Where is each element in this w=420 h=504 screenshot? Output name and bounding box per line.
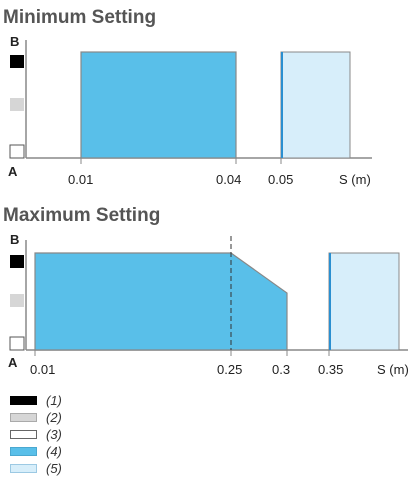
legend-swatch xyxy=(10,447,37,456)
legend-swatch xyxy=(10,413,37,422)
tick-label: 0.3 xyxy=(272,362,291,377)
operating-zone-4 xyxy=(80,51,237,159)
axis-label-a: A xyxy=(8,164,18,179)
tick-label: 0.01 xyxy=(30,362,56,377)
legend-label: (3) xyxy=(46,427,62,442)
legend-swatch xyxy=(10,430,37,439)
legend-swatch xyxy=(10,396,37,405)
axis-label-b: B xyxy=(10,232,20,247)
state-swatch-1 xyxy=(10,255,24,268)
tick-label: 0.35 xyxy=(318,362,344,377)
operating-zone-5 xyxy=(328,252,400,351)
tick-label: 0.04 xyxy=(216,172,242,187)
tick-label: 0.01 xyxy=(68,172,94,187)
axis-unit-label: S (m) xyxy=(377,362,409,377)
legend-label: (5) xyxy=(46,461,62,476)
state-swatch-3 xyxy=(9,144,25,159)
operating-zone-4 xyxy=(34,252,288,351)
tick-label: 0.05 xyxy=(268,172,294,187)
axis-label-b: B xyxy=(10,34,20,49)
axis-unit-label: S (m) xyxy=(339,172,371,187)
legend-label: (1) xyxy=(46,393,62,408)
state-swatch-2 xyxy=(10,98,24,111)
panel-title-maximum: Maximum Setting xyxy=(3,205,161,226)
tick-label: 0.25 xyxy=(217,362,243,377)
operating-zone-5 xyxy=(280,51,351,159)
state-swatch-2 xyxy=(10,294,24,307)
legend-label: (2) xyxy=(46,410,62,425)
state-swatch-3 xyxy=(9,336,25,351)
legend-swatch xyxy=(10,464,37,473)
legend-label: (4) xyxy=(46,444,62,459)
state-swatch-1 xyxy=(10,55,24,68)
panel-title-minimum: Minimum Setting xyxy=(3,7,157,28)
axis-label-a: A xyxy=(8,355,18,370)
